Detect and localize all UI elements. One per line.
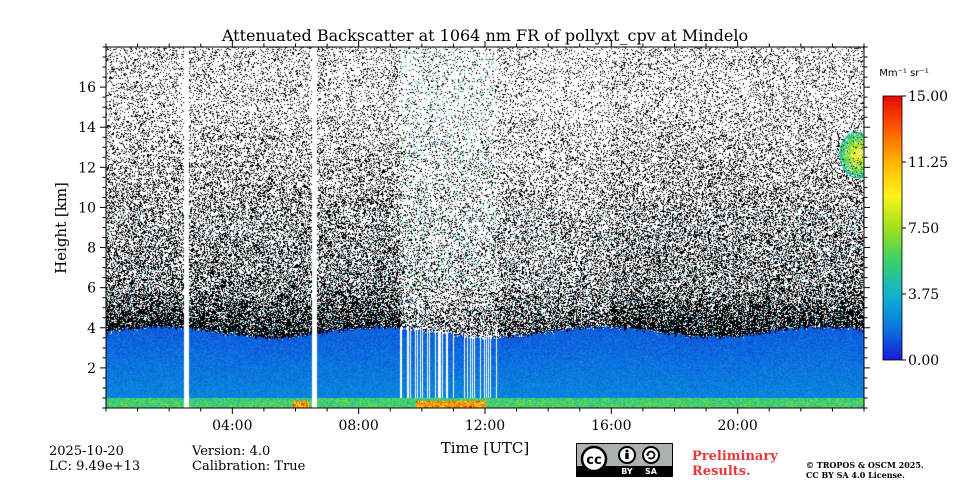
calibration-label: Calibration: True <box>192 459 306 474</box>
version-label: Version: 4.0 <box>192 444 271 459</box>
preliminary-line-2: Results. <box>692 464 751 479</box>
chart-title: Attenuated Backscatter at 1064 nm FR of … <box>221 26 748 45</box>
preliminary-line-1: Preliminary <box>692 449 778 464</box>
y-tick-label: 12 <box>78 160 96 176</box>
x-tick-label: 16:00 <box>591 418 631 434</box>
copyright-line-2: CC BY SA 4.0 License. <box>806 470 905 480</box>
cc-by-sa-license-badge: cc BY SA <box>576 443 673 477</box>
x-axis: 04:00 08:00 12:00 16:00 20:00 <box>105 41 865 434</box>
y-tick-label: 16 <box>78 80 96 96</box>
x-axis-label: Time [UTC] <box>441 439 530 457</box>
svg-text:cc: cc <box>586 453 601 468</box>
colorbar-ticks: 0.00 3.75 7.50 11.25 15.00 <box>902 89 948 369</box>
backscatter-image <box>106 47 864 408</box>
footer-left-block: 2025-10-20 LC: 9.49e+13 <box>49 444 140 474</box>
x-tick-label: 12:00 <box>465 418 505 434</box>
y-tick-label: 6 <box>87 281 96 297</box>
colorbar-unit-label: Mm⁻¹ sr⁻¹ <box>879 68 928 79</box>
x-tick-label: 20:00 <box>717 418 757 434</box>
y-tick-label: 14 <box>78 120 96 136</box>
x-tick-label: 08:00 <box>338 418 378 434</box>
y-axis: 2 4 6 8 10 12 14 16 <box>78 46 870 409</box>
colorbar-tick-label: 7.50 <box>908 221 939 237</box>
y-tick-label: 10 <box>78 200 96 216</box>
date-label: 2025-10-20 <box>49 444 124 459</box>
footer-version-block: Version: 4.0 Calibration: True <box>192 444 305 474</box>
colorbar <box>882 95 903 361</box>
y-axis-label: Height [km] <box>52 182 70 274</box>
copyright-line-1: © TROPOS & OSCM 2025. <box>806 460 924 470</box>
x-tick-label: 04:00 <box>212 418 252 434</box>
cc-icon <box>580 445 608 473</box>
colorbar-tick-label: 3.75 <box>908 287 939 303</box>
y-tick-label: 2 <box>87 361 96 377</box>
y-tick-label: 4 <box>87 321 96 337</box>
colorbar-tick-label: 0.00 <box>908 353 939 369</box>
colorbar-tick-label: 15.00 <box>908 89 948 105</box>
copyright-notice: © TROPOS & OSCM 2025. CC BY SA 4.0 Licen… <box>806 460 924 480</box>
lidar-constant-label: LC: 9.49e+13 <box>49 459 141 474</box>
colorbar-tick-label: 11.25 <box>908 155 948 171</box>
preliminary-results-notice: Preliminary Results. <box>692 449 778 479</box>
svg-text:SA: SA <box>645 467 658 476</box>
heatmap-plot-area <box>106 47 864 408</box>
sa-share-alike-icon <box>642 446 660 464</box>
y-tick-label: 8 <box>87 241 96 257</box>
svg-text:BY: BY <box>621 467 633 476</box>
